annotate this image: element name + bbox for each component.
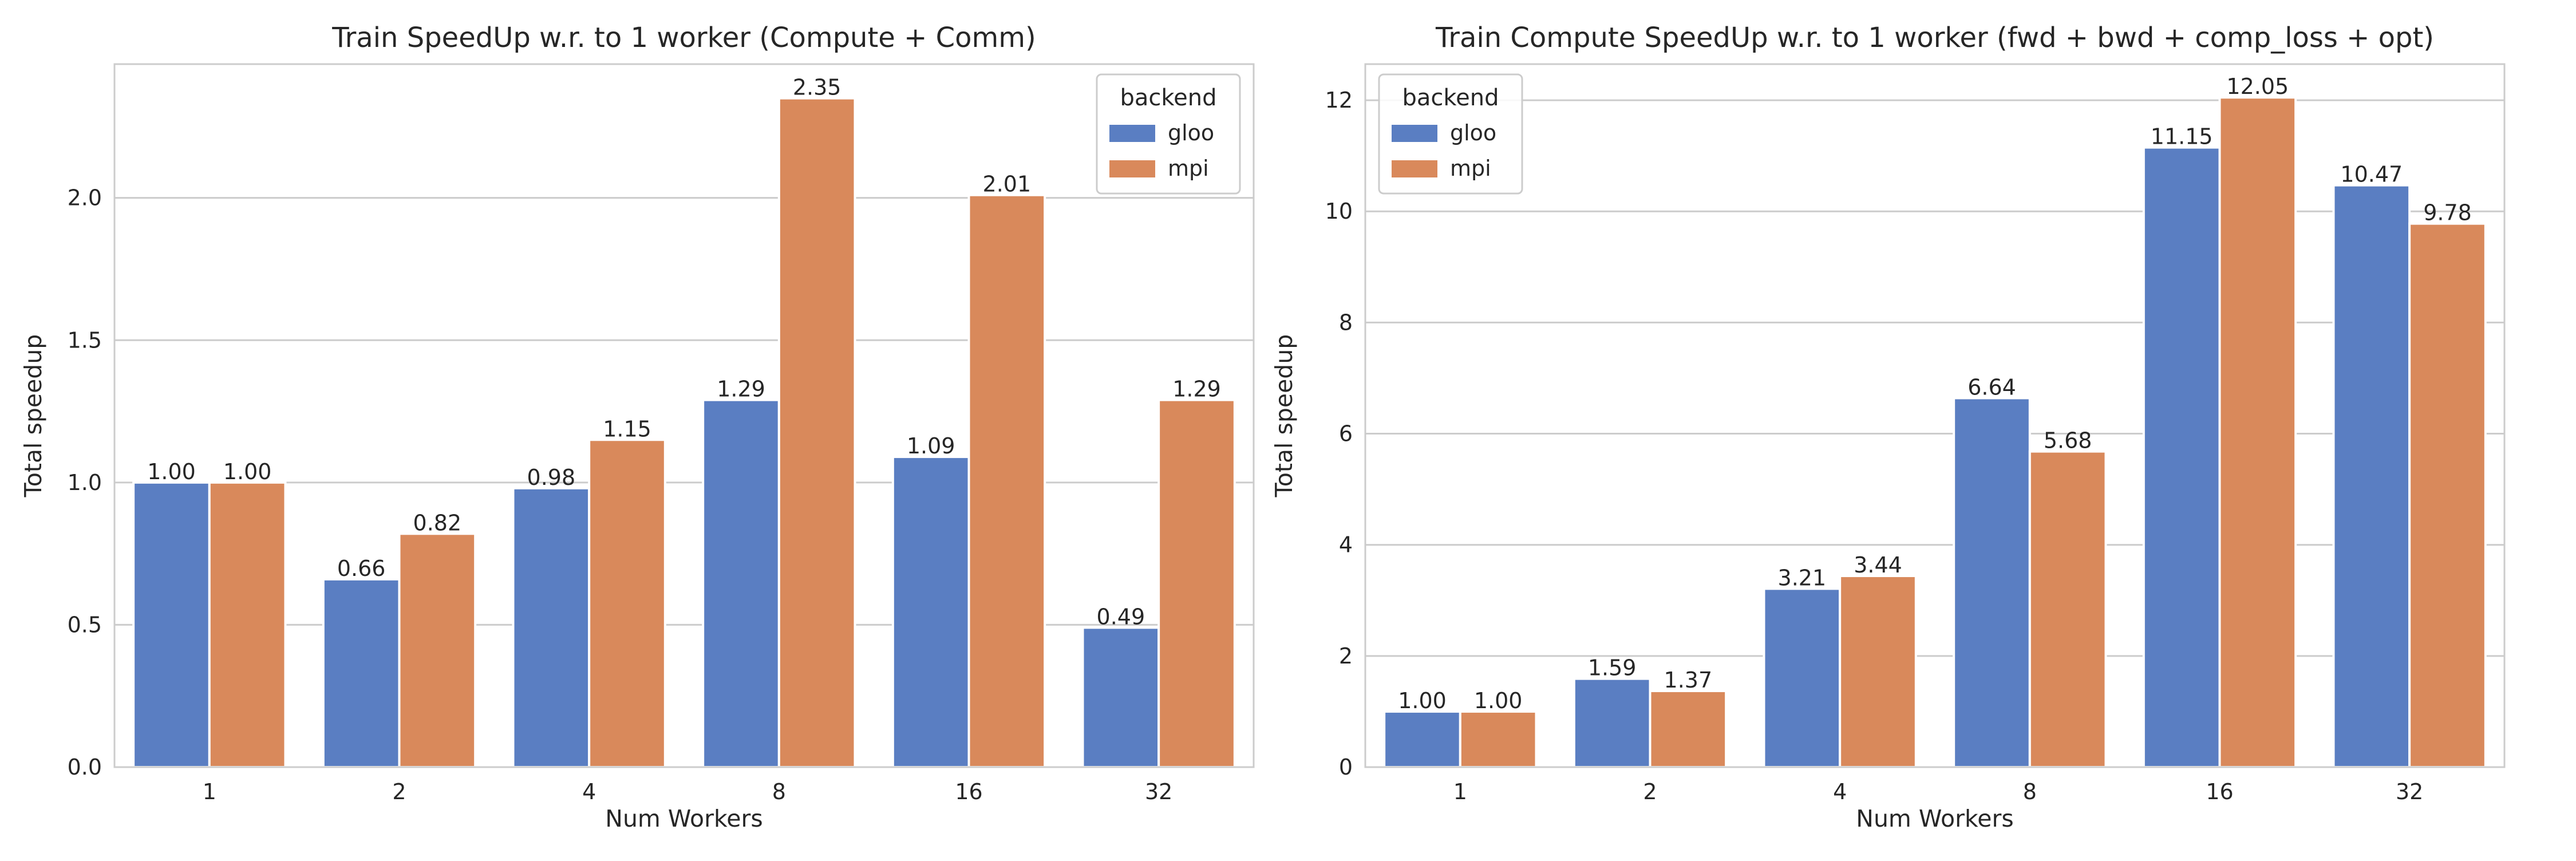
chart-title: Train SpeedUp w.r. to 1 worker (Compute … <box>331 22 1036 54</box>
bar-mpi-4 <box>1839 575 1917 768</box>
bar-value-label: 1.00 <box>1474 688 1523 713</box>
y-tick-label: 8 <box>1339 310 1353 335</box>
legend-label-mpi: mpi <box>1450 156 1491 181</box>
bar-value-label: 3.44 <box>1854 552 1902 578</box>
y-tick-label: 0 <box>1339 755 1353 780</box>
y-tick-label: 1.5 <box>68 327 102 353</box>
legend-title: backend <box>1402 85 1499 111</box>
x-tick-label: 1 <box>1453 779 1467 804</box>
x-tick-label: 4 <box>582 779 596 804</box>
bar-gloo-2 <box>1573 677 1652 769</box>
x-tick-label: 2 <box>1643 779 1657 804</box>
bar-mpi-16 <box>967 193 1046 768</box>
x-axis-label: Num Workers <box>1856 805 2013 832</box>
bar-mpi-4 <box>588 439 666 768</box>
x-tick-label: 32 <box>1145 779 1172 804</box>
bar-mpi-16 <box>2218 96 2297 768</box>
y-tick-label: 2.0 <box>68 185 102 211</box>
y-tick-label: 6 <box>1339 421 1353 447</box>
bar-mpi-8 <box>777 97 856 768</box>
chart-title: Train Compute SpeedUp w.r. to 1 worker (… <box>1435 22 2434 54</box>
legend-label-gloo: gloo <box>1450 120 1496 145</box>
y-tick-label: 2 <box>1339 643 1353 669</box>
bar-mpi-2 <box>1649 690 1728 768</box>
x-tick-label: 4 <box>1833 779 1847 804</box>
bar-value-label: 0.98 <box>527 465 576 490</box>
legend-swatch-gloo <box>1392 125 1437 142</box>
bar-value-label: 3.21 <box>1778 565 1827 590</box>
bar-value-label: 1.59 <box>1588 655 1637 681</box>
bar-gloo-32 <box>2332 184 2411 768</box>
x-tick-label: 1 <box>203 779 216 804</box>
bar-gloo-1 <box>132 481 211 768</box>
bar-value-label: 0.82 <box>413 510 462 535</box>
y-tick-label: 0.5 <box>68 612 102 637</box>
legend-label-gloo: gloo <box>1168 120 1214 145</box>
y-axis-label: Total speedup <box>19 334 47 498</box>
legend-title: backend <box>1120 85 1217 111</box>
bar-value-label: 1.37 <box>1664 668 1713 693</box>
x-tick-label: 16 <box>955 779 982 804</box>
bar-value-label: 10.47 <box>2340 162 2403 187</box>
bar-mpi-1 <box>208 481 287 768</box>
bar-value-label: 1.29 <box>717 377 765 402</box>
bar-gloo-32 <box>1081 626 1160 769</box>
x-tick-label: 16 <box>2206 779 2233 804</box>
legend-label-mpi: mpi <box>1168 156 1209 181</box>
bar-mpi-1 <box>1459 710 1538 769</box>
chart-panel-1: 0.0 0.5 1.0 1.5 2.0 1.00 0.66 0.98 1.29 1.09 0.49 1… <box>19 22 1255 832</box>
x-tick-label: 8 <box>772 779 786 804</box>
bar-gloo-16 <box>2142 146 2221 768</box>
bar-value-label: 5.68 <box>2044 428 2092 453</box>
bar-value-label: 1.09 <box>907 433 955 459</box>
x-tick-label: 2 <box>392 779 406 804</box>
bar-mpi-32 <box>2408 222 2487 768</box>
bar-value-label: 1.15 <box>603 416 651 441</box>
bar-value-label: 1.00 <box>147 459 196 484</box>
y-tick-label: 0.0 <box>68 755 102 780</box>
bar-value-label: 11.15 <box>2151 124 2213 149</box>
bar-gloo-4 <box>512 487 591 769</box>
bar-gloo-4 <box>1763 587 1842 768</box>
bar-value-label: 0.66 <box>337 556 386 581</box>
bar-value-label: 0.49 <box>1097 604 1145 629</box>
bar-value-label: 1.00 <box>223 459 272 484</box>
plot-frame <box>1364 63 2506 768</box>
bar-value-label: 12.05 <box>2226 74 2289 99</box>
bar-value-label: 2.35 <box>793 75 841 100</box>
y-tick-label: 10 <box>1325 199 1353 224</box>
y-tick-label: 1.0 <box>68 470 102 495</box>
bar-mpi-32 <box>1157 398 1236 768</box>
x-tick-label: 32 <box>2396 779 2423 804</box>
bar-gloo-1 <box>1383 710 1461 769</box>
bar-gloo-16 <box>891 456 970 768</box>
legend-swatch-gloo <box>1109 125 1155 142</box>
bar-gloo-2 <box>322 578 401 768</box>
bar-mpi-8 <box>2028 450 2107 768</box>
plot-frame <box>113 63 1255 768</box>
y-axis-label: Total speedup <box>1270 334 1298 498</box>
bar-value-label: 2.01 <box>983 172 1032 197</box>
legend: backend gloo mpi <box>1378 73 1523 195</box>
bar-value-label: 1.00 <box>1398 688 1447 713</box>
bar-value-label: 9.78 <box>2423 200 2472 226</box>
x-tick-label: 8 <box>2023 779 2037 804</box>
bar-mpi-2 <box>398 532 477 769</box>
chart-panel-2: 0246810121.001.593.216.6411.1510.471.001… <box>1270 22 2506 832</box>
legend: backend gloo mpi <box>1096 73 1241 195</box>
y-tick-label: 4 <box>1339 532 1353 558</box>
bar-gloo-8 <box>1953 397 2031 768</box>
bar-value-label: 6.64 <box>1967 374 2016 400</box>
x-axis-label: Num Workers <box>605 805 762 832</box>
bar-gloo-8 <box>702 398 780 768</box>
legend-swatch-mpi <box>1109 160 1155 177</box>
y-tick-label: 12 <box>1325 88 1353 113</box>
bar-value-label: 1.29 <box>1172 377 1221 402</box>
legend-swatch-mpi <box>1392 160 1437 177</box>
